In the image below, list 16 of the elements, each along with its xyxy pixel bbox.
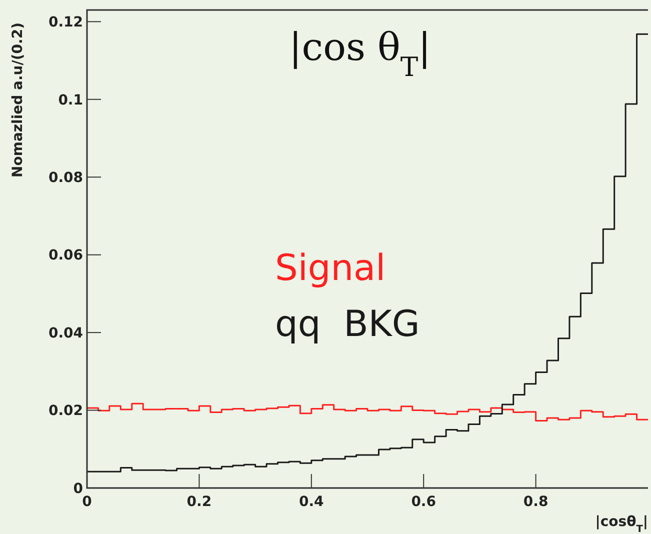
text: qq BKG [275,304,420,345]
y-tick-label: 0.12 [48,14,83,31]
x-tick-label: 0.6 [411,494,436,510]
x-tick-label: 0.2 [186,494,212,510]
y-tick-label: 0.04 [48,325,84,342]
x-tick-label: 0.8 [523,494,548,510]
y-tick-label: 0.08 [48,170,83,186]
y-tick-label: 0.02 [48,403,83,420]
text: |cos θ$_{T}$| [289,25,431,82]
y-tick-label: 0 [73,480,84,497]
x-axis-title: |cosθ$_{T}$| [595,514,648,534]
y-axis-title: Nomazlied a.u/(0.2) [10,22,26,178]
x-tick-label: 0.4 [298,494,324,510]
y-tick-label: 0.06 [48,248,83,264]
y-tick-label: 0.1 [58,92,83,108]
text: Signal [275,248,386,289]
